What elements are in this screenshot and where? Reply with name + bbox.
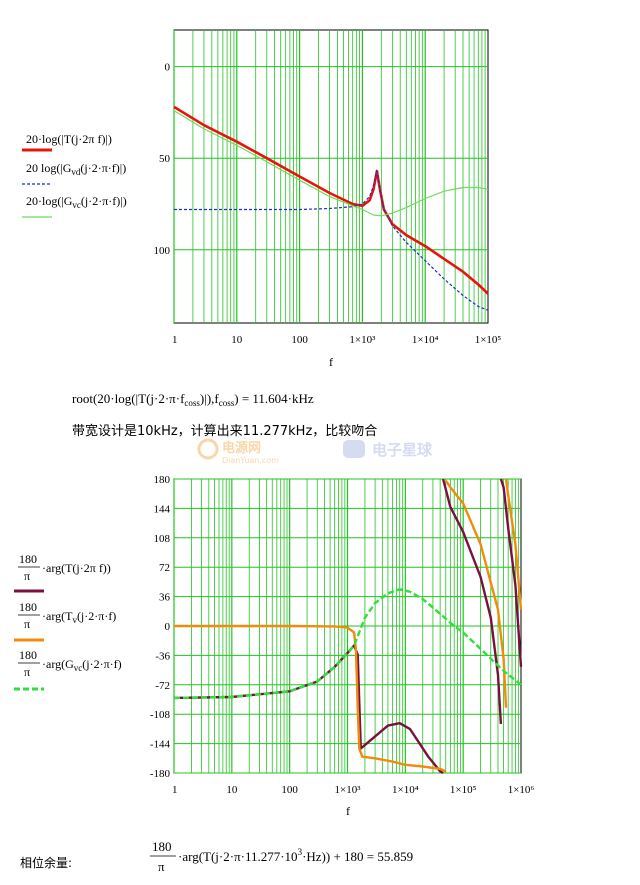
watermark-right-text: 电子星球 [372,441,433,459]
legend-text: 20·log [26,132,57,146]
y-tick-label: 72 [159,562,170,574]
x-tick-label: 10 [231,334,243,346]
magnitude-plot-frame [173,29,489,324]
svg-text:180: 180 [19,552,37,566]
phase-x-ticks: 1 10 100 1×10³ 1×10⁴ 1×10⁵ 1×10⁶ [172,784,534,796]
watermark-logo-right [343,440,365,458]
y-tick-label: 0 [165,62,171,74]
bandwidth-note: 带宽设计是10kHz，计算出来11.277kHz，比较吻合 [72,423,377,439]
legend-text: T(j·2π f) [64,132,106,146]
legend-item-Gvd-magnitude: 20 log(|Gvd(j·2·π·f)|) [22,161,126,185]
y-tick-label: -36 [155,650,170,662]
phase-margin-den: π [158,859,165,874]
legend-text: (j·2·π·f) [81,194,120,208]
phase-y-ticks: 180 144 108 72 36 0 -36 -72 -108 -144 -180 [150,474,171,780]
phase-margin: 相位余量: 180 π ·arg(T(j·2·π·11.277·103·Hz))… [20,839,413,874]
magnitude-series [173,105,489,311]
svg-text:20 log(|Gvd(j·2·π·f)|): 20 log(|Gvd(j·2·π·f)|) [26,161,126,177]
svg-text:·arg(Gvc(j·2·π·f): ·arg(Gvc(j·2·π·f) [42,657,122,673]
legend-text: G [64,194,73,208]
legend-sub: vd [71,167,81,177]
watermark-left-text: 电源网 [222,440,261,456]
phase-margin-label: 相位余量: [20,855,72,870]
y-tick-label: 36 [159,592,171,604]
magnitude-grid [173,30,488,323]
watermark-left-sub: DianYuan.com [222,456,279,465]
magnitude-x-axis-label: f [329,355,333,369]
y-tick-label: 180 [154,474,171,486]
svg-text:·arg(T(j·2π f)): ·arg(T(j·2π f)) [42,561,111,575]
x-tick-label: 1×10⁴ [412,334,439,346]
svg-text:20·log(|T(j·2π f)|): 20·log(|T(j·2π f)|) [26,132,112,146]
legend-text: ·arg(T(j·2π f)) [42,561,111,575]
x-tick-label: 1×10⁵ [450,784,477,796]
y-tick-label: 0 [165,621,171,633]
svg-text:π: π [24,665,30,679]
y-tick-label: -144 [150,739,171,751]
phase-margin-expression: ·arg(T(j·2·π·11.277·103·Hz)) + 180 = 55.… [178,847,413,864]
legend-text: G [63,161,72,175]
series-line-1 [173,105,489,295]
legend-item-T-magnitude: 20·log(|T(j·2π f)|) [22,132,112,152]
y-tick-label: -72 [155,680,170,692]
magnitude-x-ticks: 1 10 100 1×10³ 1×10⁴ 1×10⁵ [172,334,501,346]
x-tick-label: 1 [172,784,178,796]
y-tick-label: -108 [150,709,171,721]
x-tick-label: 1×10³ [334,784,361,796]
watermark-logo-left [197,438,219,460]
series-line-2 [174,170,489,311]
svg-text:180: 180 [19,648,37,662]
x-tick-label: 1×10⁵ [475,334,502,346]
legend-item-T-phase: 180 π ·arg(T(j·2π f)) [14,552,111,593]
legend-text: ·arg(G [42,657,74,671]
root-expression: root(20·log(|T(j·2·π·fcoss)|),fcoss) = 1… [72,391,314,408]
legend-item-Gvc-magnitude: 20·log(|Gvc(j·2·π·f)|) [22,194,127,218]
legend-text: (j·2·π·f) [80,161,119,175]
svg-text:20·log(|Gvc(j·2·π·f)|): 20·log(|Gvc(j·2·π·f)|) [26,194,127,210]
svg-text:·arg(Tv(j·2·π·f): ·arg(Tv(j·2·π·f) [42,609,116,625]
watermark: 电源网 DianYuan.com 电子星球 [197,438,433,465]
legend-sub: vc [74,663,83,673]
magnitude-legend: 20·log(|T(j·2π f)|) 20 log(|Gvd(j·2·π·f)… [22,132,127,218]
legend-item-Gvc-phase: 180 π ·arg(Gvc(j·2·π·f) [14,648,122,691]
legend-sub: vc [72,200,81,210]
y-tick-label: 144 [154,503,171,515]
x-tick-label: 1×10⁴ [392,784,419,796]
legend-item-Tv-phase: 180 π ·arg(Tv(j·2·π·f) [14,600,116,642]
svg-text:π: π [24,617,30,631]
x-tick-label: 1 [172,334,178,346]
y-tick-label: 50 [159,153,171,165]
x-tick-label: 1×10³ [349,334,376,346]
phase-legend: 180 π ·arg(T(j·2π f)) 180 π ·arg(Tv(j·2·… [14,552,122,691]
series-line-3 [173,588,522,700]
x-tick-label: 100 [291,334,308,346]
svg-text:180: 180 [19,600,37,614]
phase-x-axis-label: f [346,804,350,818]
magnitude-chart: 100 50 0 1 10 100 1×10³ 1×10⁴ 1×10⁵ f 20·log(|T… [22,29,501,369]
legend-text: 20·log [26,194,57,208]
phase-series [173,478,523,775]
y-tick-label: -180 [150,768,171,780]
x-tick-label: 1×10⁶ [508,784,535,796]
legend-text: ·arg(T [42,609,73,623]
legend-sub: v [72,615,77,625]
y-tick-label: 100 [154,245,171,257]
x-tick-label: 10 [226,784,238,796]
phase-margin-num: 180 [152,839,172,854]
legend-text: 20 log [26,161,56,175]
legend-text: (j·2·π·f) [77,609,116,623]
series-line-3 [173,110,489,217]
legend-text: (j·2·π·f) [82,657,121,671]
x-tick-label: 100 [281,784,298,796]
svg-text:π: π [24,569,30,583]
y-tick-label: 108 [154,533,171,545]
series-line-2 [174,478,523,773]
magnitude-y-ticks: 100 50 0 [154,62,171,257]
